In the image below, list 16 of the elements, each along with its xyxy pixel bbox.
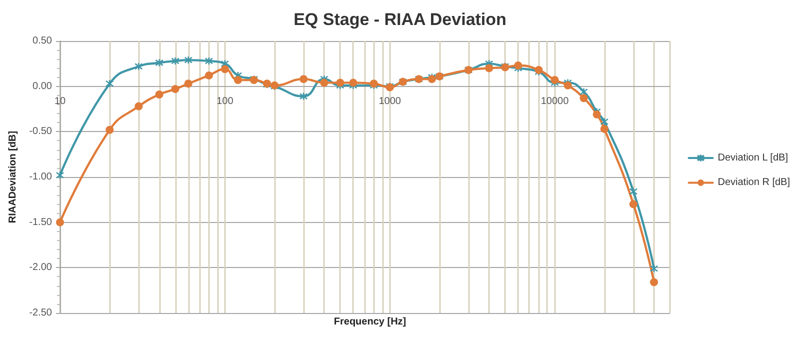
y-tick-label: -2.50 [29,308,52,318]
x-axis-title: Frequency [Hz] [334,316,406,328]
x-tick-label: 1000 [378,96,402,107]
chart-title: EQ Stage - RIAA Deviation [294,10,506,29]
x-tick-label: 10000 [540,96,570,107]
x-tick-label: 10 [54,96,66,107]
y-tick-label: -1.00 [29,172,52,182]
x-tick-label: 100 [216,96,234,107]
y-tick-label: -1.50 [29,216,52,228]
y-tick-label: -2.00 [29,262,52,274]
y-tick-label: 0.00 [32,80,52,92]
legend-label: Deviation R [dB] [718,177,790,188]
y-axis-title: RIAADeviation [dB] [8,130,18,224]
legend-label: Deviation L [dB] [718,152,788,164]
y-tick-label: 0.50 [32,36,52,46]
y-tick-label: -0.50 [29,126,52,138]
